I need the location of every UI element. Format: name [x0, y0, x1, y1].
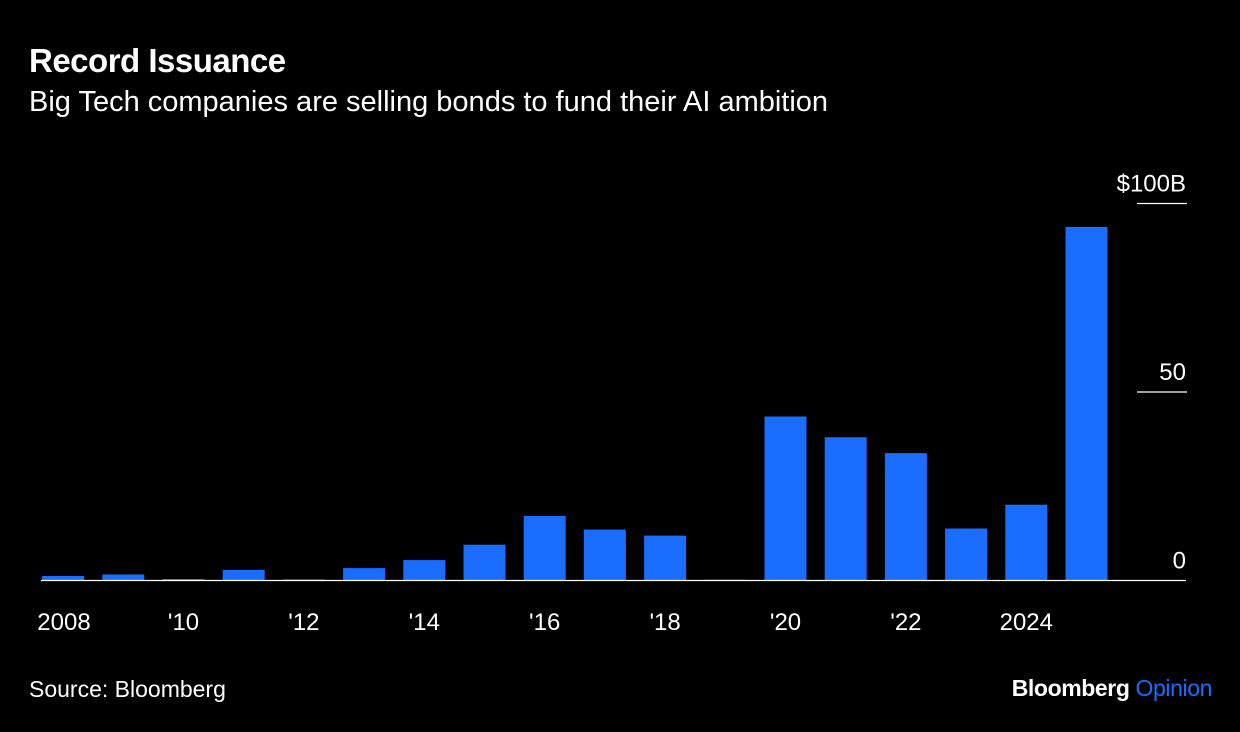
y-axis: 0 50 $100B	[1117, 171, 1187, 575]
chart-title: Record Issuance	[29, 42, 286, 79]
bar-2011	[222, 569, 265, 581]
bar-2016	[523, 516, 566, 581]
y-tick-label-0: 0	[1173, 548, 1186, 575]
bar-2023	[945, 528, 988, 581]
x-tick-label-2020: '20	[770, 609, 801, 636]
bar-2008	[42, 576, 85, 581]
source-note: Source: Bloomberg	[29, 676, 226, 702]
bar-2021	[824, 437, 867, 581]
bar-2020	[764, 416, 807, 581]
bar-2013	[343, 568, 386, 581]
bars-group	[42, 226, 1108, 581]
x-tick-label-2012: '12	[288, 609, 319, 636]
bar-2022	[884, 453, 927, 581]
chart-subtitle: Big Tech companies are selling bonds to …	[29, 86, 829, 118]
x-axis: 2008 '10 '12 '14 '16 '18 '20 '22 2024	[37, 609, 1053, 636]
x-tick-label-2024: 2024	[1000, 609, 1053, 636]
y-tick-label-50: 50	[1159, 359, 1186, 386]
x-tick-label-2022: '22	[890, 609, 921, 636]
bar-2017	[583, 529, 626, 581]
brand-suffix: Opinion	[1135, 675, 1213, 701]
bar-2025	[1065, 226, 1108, 581]
bar-2009	[102, 574, 145, 581]
bar-2024	[1005, 504, 1048, 581]
bar-2018	[644, 535, 687, 581]
y-tick-label-100: $100B	[1117, 171, 1186, 198]
x-tick-label-2014: '14	[409, 609, 440, 636]
x-tick-label-2008: 2008	[37, 609, 90, 636]
bar-2015	[463, 544, 506, 581]
brand-name: Bloomberg	[1011, 675, 1130, 701]
x-tick-label-2010: '10	[168, 609, 199, 636]
bloomberg-opinion-logo: Bloomberg Opinion	[1011, 675, 1213, 702]
bar-2014	[403, 560, 446, 581]
x-tick-label-2018: '18	[649, 609, 680, 636]
bar-2010	[162, 579, 205, 581]
x-tick-label-2016: '16	[529, 609, 560, 636]
